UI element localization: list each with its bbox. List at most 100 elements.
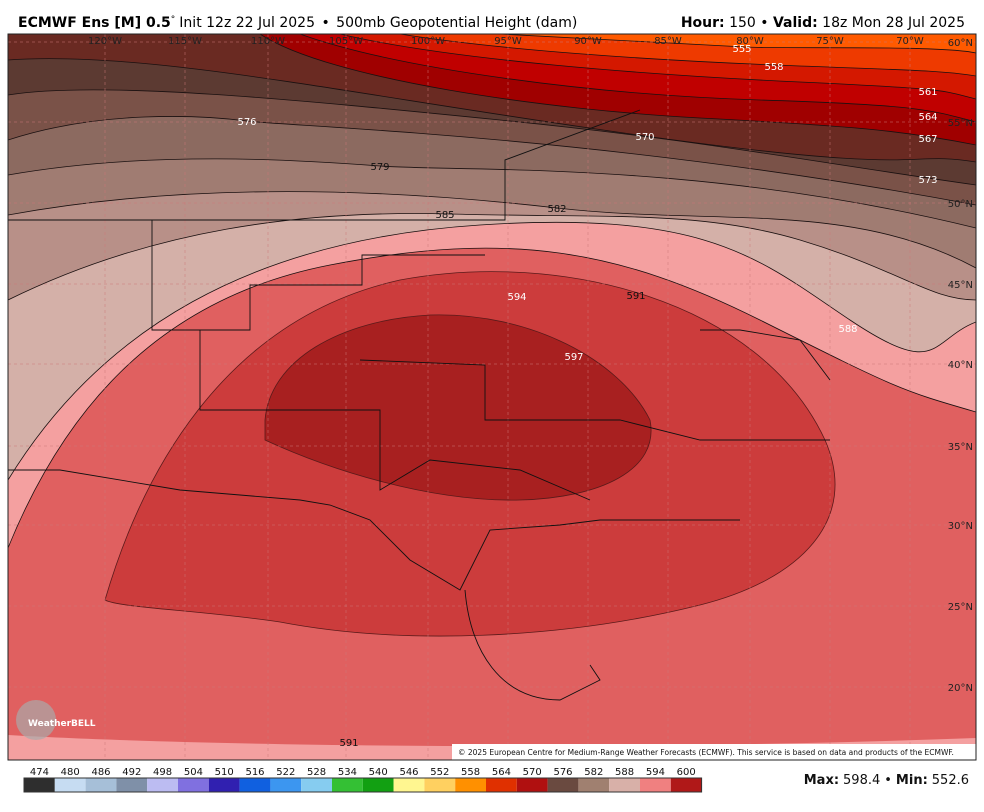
latitude-label: 35°N — [948, 442, 973, 453]
hour-label: Hour: — [681, 15, 725, 31]
contour-label: 573 — [918, 175, 937, 186]
colorbar-label: 510 — [215, 767, 234, 778]
colorbar-label: 474 — [30, 767, 49, 778]
contour-label: 567 — [918, 134, 937, 145]
colorbar-swatch — [516, 778, 548, 792]
colorbar-label: 594 — [646, 767, 665, 778]
contour-label: 582 — [547, 204, 566, 215]
longitude-label: 80°W — [736, 36, 764, 47]
colorbar-swatch — [178, 778, 209, 792]
map-border — [7, 33, 977, 761]
contour-label: 579 — [370, 162, 389, 173]
contour-line — [8, 247, 976, 549]
latitude-label: 50°N — [948, 199, 973, 210]
longitude-label: 90°W — [574, 36, 602, 47]
longitude-label: 85°W — [654, 36, 682, 47]
copyright: © 2025 European Centre for Medium-Range … — [458, 748, 954, 757]
map: 120°W 115°W 110°W 105°W 100°W 95°W 90°W 85°W 80°… — [8, 34, 976, 760]
latitude-label: 20°N — [948, 683, 973, 694]
contour-label: 594 — [507, 292, 526, 303]
colorbar-label: 486 — [91, 767, 110, 778]
contour-line — [8, 158, 976, 229]
colorbar-swatch — [270, 778, 302, 792]
contour-label: 591 — [339, 738, 358, 749]
colorbar-label: 552 — [430, 767, 449, 778]
colorbar-swatch — [362, 778, 394, 792]
colorbar-label: 480 — [61, 767, 80, 778]
colorbar-swatch — [85, 778, 117, 792]
contour-label: 588 — [838, 324, 857, 335]
min: 552.6 — [932, 773, 969, 788]
degree: ° — [171, 15, 176, 25]
colorbar-swatch — [455, 778, 486, 792]
contour-line — [8, 89, 976, 186]
colorbar-label: 540 — [369, 767, 388, 778]
longitude-label: 75°W — [816, 36, 844, 47]
colorbar-swatch — [424, 778, 456, 792]
header-left: ECMWF Ens [M] 0.5° Init 12z 22 Jul 2025 •… — [18, 15, 577, 31]
contour-label: 576 — [237, 117, 256, 128]
init: Init 12z 22 Jul 2025 — [179, 15, 315, 31]
colorbar-label: 564 — [492, 767, 511, 778]
logo: WeatherBELL — [28, 719, 96, 729]
valid-label: Valid: — [773, 15, 818, 31]
colorbar-label: 546 — [399, 767, 418, 778]
colorbar-swatch — [24, 778, 55, 792]
latitude-label: 25°N — [948, 602, 973, 613]
valid: 18z Mon 28 Jul 2025 — [822, 15, 965, 31]
latitude-label: 45°N — [948, 280, 973, 291]
contour-line — [8, 191, 976, 269]
border — [700, 329, 831, 381]
colorbar-swatch — [609, 778, 640, 792]
longitude-label: 70°W — [896, 36, 924, 47]
bullet: • — [884, 773, 892, 788]
colorbar-swatch — [239, 778, 271, 792]
max-label: Max: — [804, 773, 839, 788]
contour-line — [8, 58, 976, 163]
longitude-label: 110°W — [251, 36, 285, 47]
band — [264, 314, 652, 501]
contour-line — [399, 34, 976, 77]
latitude-label: 55°N — [948, 118, 973, 129]
colorbar-swatch — [301, 778, 332, 792]
contour-label: 564 — [918, 112, 937, 123]
colorbar-swatch — [486, 778, 517, 792]
border — [151, 220, 485, 331]
contour-label: 555 — [732, 44, 751, 55]
longitude-label: 95°W — [494, 36, 522, 47]
contour-line — [8, 116, 976, 206]
band — [500, 34, 976, 53]
colorbar-label: 558 — [461, 767, 480, 778]
contour-line — [499, 34, 976, 54]
max: 598.4 — [843, 773, 880, 788]
colorbar-swatch — [147, 778, 178, 792]
contour-line — [339, 34, 976, 100]
colorbar-label: 498 — [153, 767, 172, 778]
colorbar-swatch — [670, 778, 702, 792]
stats: Max: 598.4 • Min: 552.6 — [804, 773, 969, 788]
colorbar-label: 570 — [523, 767, 542, 778]
contour-line — [299, 34, 976, 123]
colorbar-swatch — [116, 778, 148, 792]
separator: • — [321, 15, 329, 31]
longitude-label: 100°W — [411, 36, 445, 47]
colorbar-label: 528 — [307, 767, 326, 778]
contour-label: 561 — [918, 87, 937, 98]
colorbar-label: 600 — [677, 767, 696, 778]
contour-label: 591 — [626, 291, 645, 302]
colorbar-label: 516 — [245, 767, 264, 778]
border — [8, 469, 740, 591]
hour: 150 — [729, 15, 756, 31]
border — [464, 589, 601, 701]
colorbar-swatch — [332, 778, 363, 792]
contour-label: 597 — [564, 352, 583, 363]
colorbar-label: 588 — [615, 767, 634, 778]
border — [359, 359, 830, 441]
colorbar-label: 492 — [122, 767, 141, 778]
latitude-label: 30°N — [948, 521, 973, 532]
colorbar-label: 582 — [584, 767, 603, 778]
contour-line — [8, 213, 976, 301]
latitude-label: 40°N — [948, 360, 973, 371]
colorbar-label: 534 — [338, 767, 357, 778]
border — [8, 109, 641, 221]
